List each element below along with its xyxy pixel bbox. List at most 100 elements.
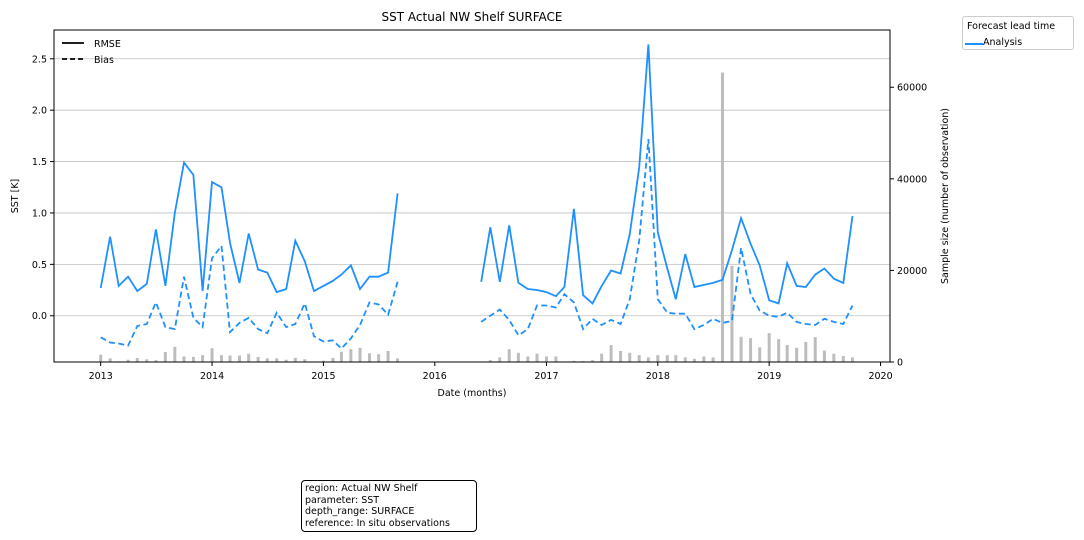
bias-line-segment-2 (480, 138, 854, 337)
sample-bar (154, 360, 158, 362)
rmse-line-segment-2 (480, 44, 854, 305)
info-reference: reference: In situ observations (305, 517, 450, 529)
sample-bar (804, 341, 808, 362)
sample-bar (516, 352, 520, 362)
sample-bar (182, 356, 186, 362)
y-tick-label: 1.5 (32, 157, 47, 168)
y-axis-label: SST [K] (10, 179, 21, 214)
sample-bar (498, 357, 502, 362)
lead-time-legend-title: Forecast lead time (967, 21, 1056, 32)
sample-bar (720, 72, 724, 362)
sample-bar (210, 348, 214, 362)
x-tick-label: 2020 (868, 371, 892, 382)
sample-bar (265, 358, 269, 362)
sample-bar (358, 347, 362, 362)
sample-bar (173, 346, 177, 362)
sample-bar (135, 357, 139, 362)
sample-bar (619, 351, 623, 362)
sample-bar (692, 358, 696, 362)
sample-bar (850, 357, 854, 362)
x-tick-label: 2017 (534, 371, 558, 382)
info-depth-range: depth_range: SURFACE (305, 506, 415, 517)
sample-bar (247, 353, 251, 362)
sample-bar (339, 351, 343, 362)
x-tick-label: 2013 (89, 371, 113, 382)
legend-rmse-label: RMSE (94, 39, 121, 50)
sample-bar (331, 357, 335, 362)
sample-bar (674, 355, 678, 362)
sample-bar (163, 351, 167, 362)
sample-bar (637, 355, 641, 362)
sample-bar (386, 351, 390, 362)
sample-bar (758, 347, 762, 362)
y-tick-label: 2.5 (32, 54, 47, 65)
y-tick-label: 0.5 (32, 260, 47, 271)
x-axis-label: Date (months) (438, 388, 507, 399)
y-tick-label: 2.0 (32, 106, 47, 117)
sample-bar (665, 355, 669, 362)
sample-bar (832, 353, 836, 362)
lead-time-legend: Forecast lead time Analysis (962, 16, 1074, 50)
sample-bar (488, 360, 492, 362)
y2-tick-label: 40000 (897, 174, 927, 185)
sample-bar (145, 359, 149, 362)
sample-bar (609, 345, 613, 362)
sample-bar (275, 358, 279, 362)
sample-bar (126, 359, 130, 362)
sample-bar (321, 360, 325, 362)
y2-tick-label: 0 (897, 358, 903, 369)
rmse-line-segment-1 (99, 160, 399, 294)
sample-bar (711, 357, 715, 362)
sample-bar (220, 355, 224, 362)
sample-bar (507, 349, 511, 362)
legend-bias-label: Bias (94, 55, 114, 66)
info-parameter: parameter: SST (305, 494, 380, 506)
sample-bar (683, 357, 687, 362)
sample-bar (108, 358, 112, 362)
info-region: region: Actual NW Shelf (305, 483, 418, 494)
grid-lines (54, 58, 890, 317)
x-tick-label: 2016 (423, 371, 447, 382)
sample-bar (238, 355, 242, 362)
sample-bar (656, 355, 660, 362)
y-tick-label: 0.0 (32, 311, 47, 322)
sample-bar (99, 354, 103, 362)
y2-axis-label: Sample size (number of observation) (940, 108, 951, 284)
sample-bar (349, 349, 353, 362)
sample-bar (228, 355, 232, 362)
sample-bar (628, 352, 632, 362)
x-tick-label: 2015 (311, 371, 335, 382)
sample-bar (535, 353, 539, 362)
y2-tick-label: 60000 (897, 83, 927, 94)
sample-size-bars (99, 72, 854, 362)
sample-bar (795, 347, 799, 362)
sample-bar (822, 350, 826, 362)
sample-bar (841, 356, 845, 362)
sample-bar (785, 345, 789, 362)
sample-bar (201, 355, 205, 362)
x-tick-label: 2014 (200, 371, 224, 382)
sample-bar (777, 339, 781, 362)
sample-bar (572, 360, 576, 362)
chart-title: SST Actual NW Shelf SURFACE (382, 10, 563, 24)
bias-line-segment-1 (100, 243, 399, 350)
x-tick-label: 2018 (646, 371, 670, 382)
sample-bar (526, 356, 530, 362)
sample-bar (377, 354, 381, 362)
x-tick-label: 2019 (757, 371, 781, 382)
series-lines (99, 44, 854, 350)
sample-bar (591, 360, 595, 362)
legend-analysis-label: Analysis (983, 37, 1023, 48)
sample-bar (813, 337, 817, 362)
y-tick-label: 1.0 (32, 208, 47, 219)
sample-bar (303, 359, 307, 362)
sample-bar (284, 359, 288, 362)
legend-entry-analysis: Analysis (965, 37, 1023, 48)
sample-bar (293, 357, 297, 362)
sample-bar (646, 357, 650, 362)
sample-bar (739, 336, 743, 362)
sample-bar (367, 353, 371, 362)
sample-bar (256, 356, 260, 362)
info-box: region: Actual NW Shelf parameter: SST d… (301, 480, 477, 532)
